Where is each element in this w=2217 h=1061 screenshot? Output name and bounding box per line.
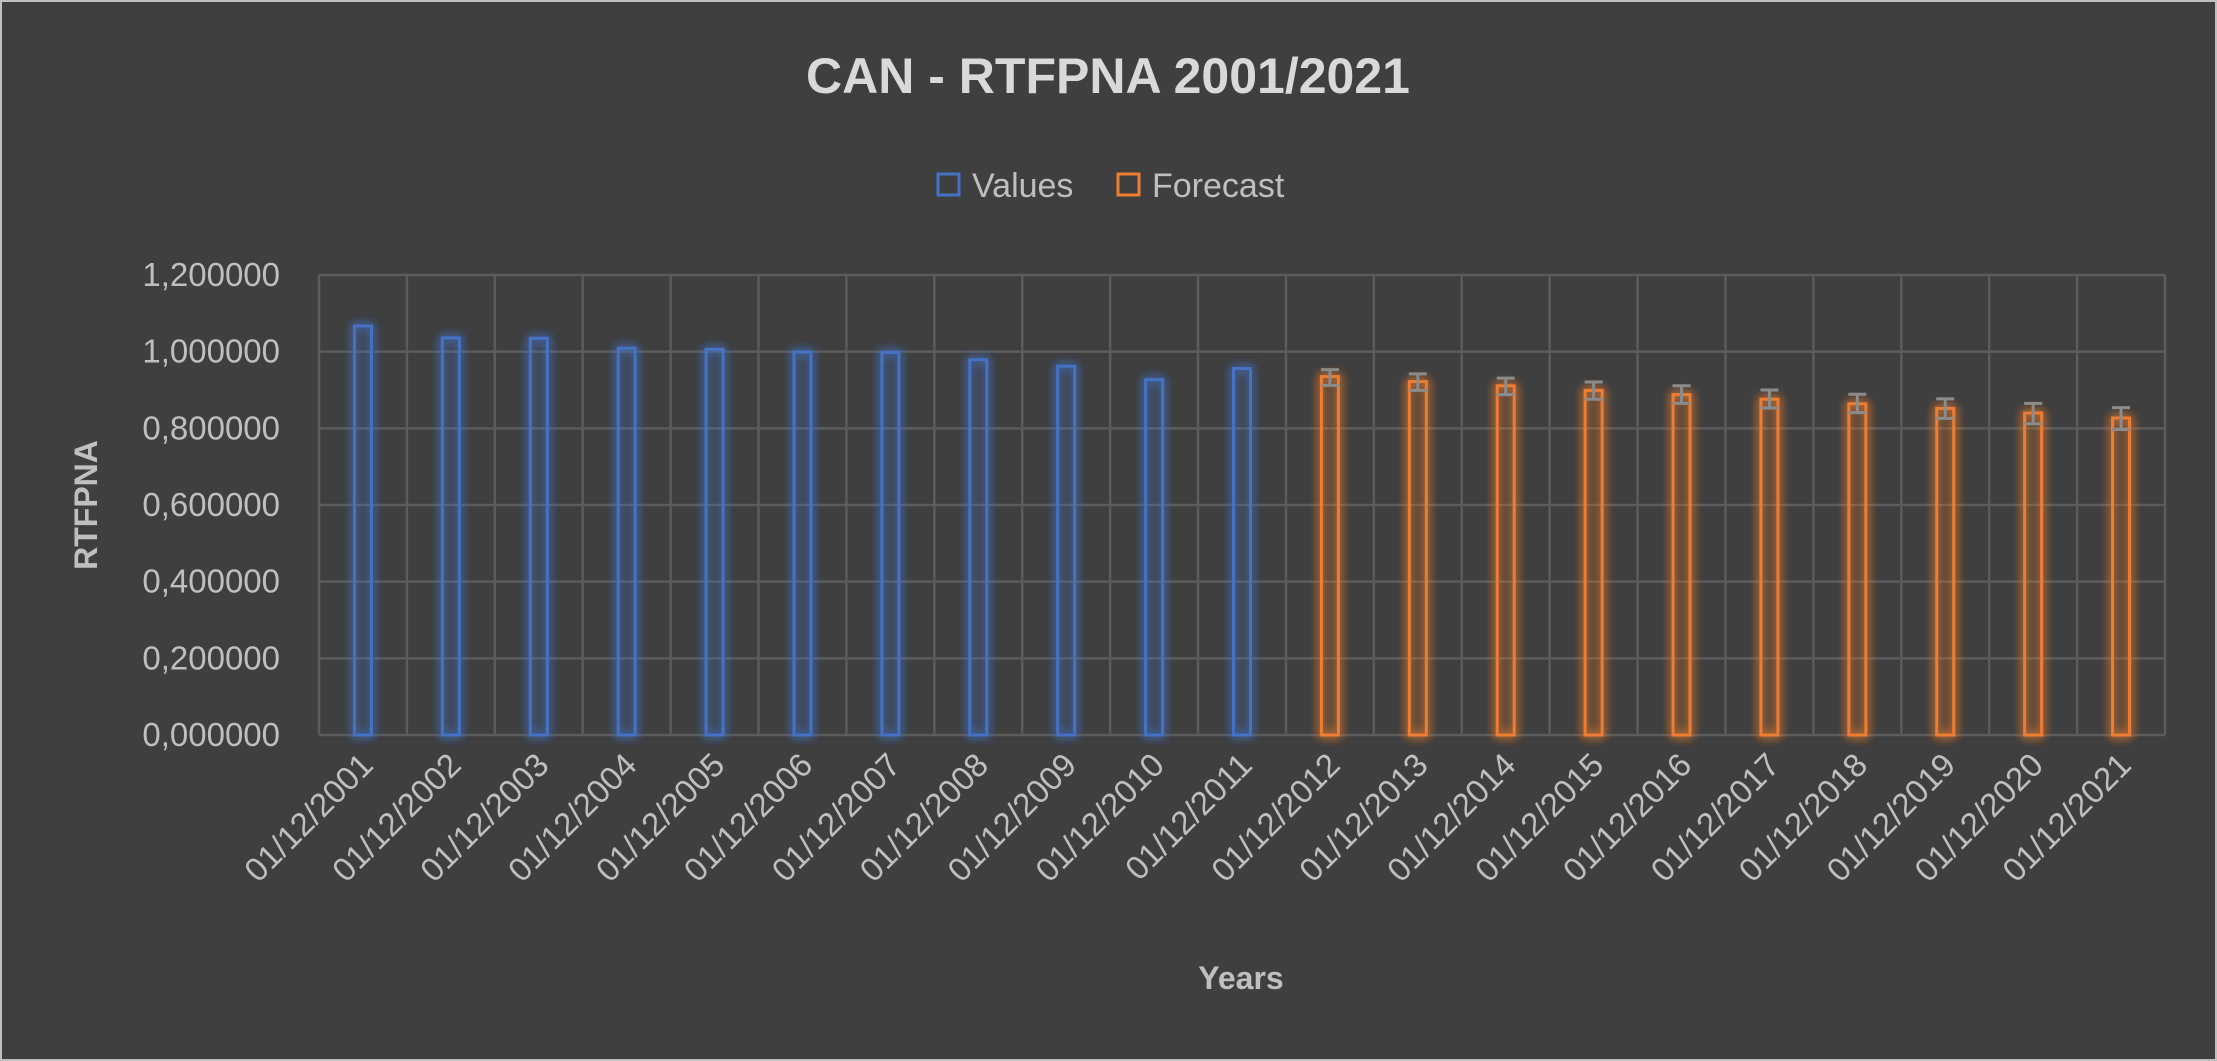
legend-swatch-forecast <box>1116 172 1141 197</box>
bar-values <box>880 350 901 737</box>
y-axis-ticks: 0,000000 0,200000 0,400000 0,600000 0,800000… <box>142 256 280 753</box>
gridlines <box>317 273 2167 737</box>
y-tick-label: 0,600000 <box>142 486 280 523</box>
x-axis-ticks: 01/12/200101/12/200201/12/200301/12/2004… <box>237 746 2138 889</box>
bar-forecast <box>1495 384 1516 737</box>
bar-forecast <box>2023 411 2044 737</box>
error-bar <box>2112 406 2131 431</box>
error-bars <box>1320 368 2131 431</box>
bar-forecast <box>1407 380 1428 737</box>
y-tick-label: 0,400000 <box>142 563 280 600</box>
bar-values <box>440 336 461 737</box>
x-axis-title: Years <box>1198 960 1283 996</box>
bar-values <box>1056 364 1077 737</box>
error-bar <box>1584 380 1603 401</box>
chart-title: CAN - RTFPNA 2001/2021 <box>806 48 1410 104</box>
y-tick-label: 1,000000 <box>142 333 280 370</box>
y-tick-label: 0,200000 <box>142 639 280 676</box>
error-bar <box>2024 401 2043 426</box>
legend: Values Forecast <box>936 167 1285 205</box>
legend-swatch-values <box>936 172 961 197</box>
bar-forecast <box>1847 402 1868 737</box>
y-tick-label: 0,000000 <box>142 716 280 753</box>
bar-values <box>792 350 813 737</box>
bar-values <box>1144 378 1165 737</box>
bar-forecast <box>2111 416 2132 737</box>
bar-forecast <box>1759 397 1780 737</box>
error-bar <box>1848 392 1867 415</box>
y-axis-title: RTFPNA <box>68 440 104 570</box>
bar-values <box>352 324 373 737</box>
error-bar <box>1936 397 1955 420</box>
bar-forecast <box>1671 393 1692 737</box>
bar-values <box>528 336 549 737</box>
bar-values <box>616 346 637 737</box>
bar-forecast <box>1583 388 1604 737</box>
error-bar <box>1496 376 1515 397</box>
legend-label-forecast: Forecast <box>1152 167 1285 205</box>
error-bar <box>1320 368 1339 387</box>
bars <box>352 324 2132 737</box>
legend-label-values: Values <box>972 167 1073 205</box>
bar-forecast <box>1319 375 1340 737</box>
bar-values <box>1232 367 1252 737</box>
bar-forecast <box>1935 406 1956 737</box>
y-tick-label: 0,800000 <box>142 409 280 446</box>
error-bar <box>1408 372 1427 392</box>
error-bar <box>1760 388 1779 410</box>
bar-values <box>704 347 725 737</box>
error-bar <box>1672 384 1691 405</box>
y-tick-label: 1,200000 <box>142 256 280 293</box>
bar-values <box>968 358 989 737</box>
